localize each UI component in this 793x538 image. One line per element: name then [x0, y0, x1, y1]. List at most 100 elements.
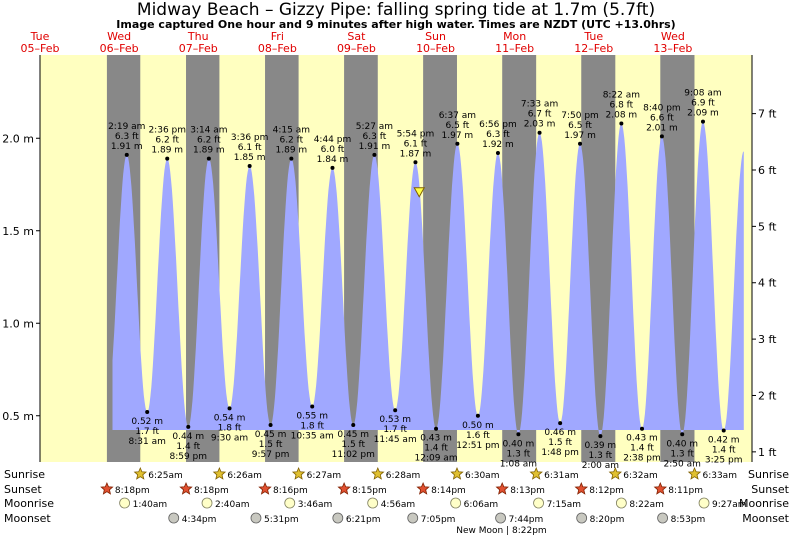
- moonrise-icon: [533, 497, 544, 509]
- low-tide-feet: 1.8 ft: [300, 422, 324, 432]
- sunrise-time: 6:25am: [148, 471, 183, 481]
- plot-area: 2:19 am6.3 ft1.91 m0.52 m1.7 ft8:31 am2:…: [39, 55, 753, 472]
- day-label-dow: Wed: [107, 30, 131, 43]
- y-tick-label-right: 2 ft: [758, 389, 777, 402]
- low-tide-point: [680, 432, 685, 437]
- low-tide-time: 2:38 pm: [623, 454, 661, 464]
- low-tide-time: 2:50 am: [664, 459, 701, 469]
- low-tide-time: 1:08 am: [500, 459, 537, 469]
- low-tide-feet: 1.3 ft: [670, 449, 694, 459]
- day-label-date: 05–Feb: [21, 42, 60, 55]
- moonset-time: 7:44pm: [509, 515, 544, 525]
- high-tide-point: [413, 160, 418, 165]
- moonrise-time: 8:22am: [629, 500, 664, 510]
- y-tick-label-left: 0.5 m: [2, 410, 34, 423]
- moonrise-time: 2:40am: [215, 500, 250, 510]
- high-tide-feet: 6.2 ft: [155, 136, 179, 146]
- low-tide-feet: 1.4 ft: [176, 442, 200, 452]
- sunset-time: 8:13pm: [510, 486, 545, 496]
- high-tide-meters: 1.85 m: [234, 153, 266, 163]
- tide-area: [112, 121, 744, 437]
- high-tide-time: 7:50 pm: [561, 111, 599, 121]
- low-tide-meters: 0.50 m: [462, 421, 494, 431]
- low-tide-time: 9:30 am: [211, 433, 248, 443]
- row-label-left: Sunset: [4, 483, 42, 496]
- high-tide-meters: 2.08 m: [606, 110, 638, 120]
- moonset-time: 4:34pm: [182, 515, 217, 525]
- chart-title: Midway Beach – Gizzy Pipe: falling sprin…: [137, 0, 655, 20]
- moonset-time: 8:53pm: [671, 515, 706, 525]
- sunrise-icon: [450, 466, 464, 480]
- low-tide-meters: 0.40 m: [666, 439, 698, 449]
- sunrise-icon: [608, 466, 622, 480]
- high-tide-meters: 1.92 m: [482, 140, 514, 150]
- y-tick-label-right: 6 ft: [758, 164, 777, 177]
- high-tide-meters: 1.91 m: [111, 142, 143, 152]
- row-label-right: Sunrise: [748, 468, 789, 481]
- sunset-icon: [574, 481, 589, 495]
- high-tide-time: 8:22 am: [603, 90, 640, 100]
- day-background: [40, 55, 752, 462]
- day-label-dow: Tue: [30, 30, 50, 43]
- row-label-left: Moonrise: [4, 497, 54, 510]
- low-tide-point: [516, 432, 521, 437]
- high-tide-feet: 6.3 ft: [115, 132, 139, 142]
- high-tide-meters: 1.91 m: [359, 142, 391, 152]
- moonrise-time: 9:27am: [712, 500, 747, 510]
- moonrise-icon: [284, 497, 296, 509]
- low-tide-time: 3:25 pm: [705, 456, 743, 466]
- row-label-left: Moonset: [4, 512, 51, 525]
- high-tide-meters: 1.89 m: [193, 146, 225, 156]
- high-tide-feet: 6.6 ft: [650, 113, 674, 123]
- low-tide-feet: 1.5 ft: [548, 438, 572, 448]
- high-tide-feet: 6.1 ft: [404, 139, 428, 149]
- new-moon-label: New Moon | 8:22pm: [456, 526, 546, 536]
- high-tide-point: [537, 130, 542, 135]
- high-tide-time: 6:37 am: [439, 111, 476, 121]
- sunset-time: 8:16pm: [273, 486, 308, 496]
- sunrise-time: 6:30am: [465, 471, 500, 481]
- high-tide-feet: 6.5 ft: [568, 121, 592, 131]
- y-tick-label-right: 4 ft: [758, 277, 777, 290]
- high-tide-time: 5:27 am: [356, 122, 393, 132]
- low-tide-meters: 0.55 m: [296, 412, 328, 422]
- high-tide-time: 6:56 pm: [479, 120, 517, 130]
- low-tide-feet: 1.7 ft: [383, 425, 407, 435]
- low-tide-time: 11:02 pm: [332, 450, 375, 460]
- high-tide-point: [659, 134, 664, 139]
- low-tide-meters: 0.44 m: [172, 432, 204, 442]
- moonrise-icon: [119, 497, 131, 509]
- high-tide-meters: 2.09 m: [687, 109, 719, 119]
- low-tide-meters: 0.43 m: [626, 434, 658, 444]
- low-tide-point: [598, 434, 603, 439]
- sunrise-icon: [212, 466, 227, 480]
- tide-labels: 2:19 am6.3 ft1.91 m0.52 m1.7 ft8:31 am2:…: [108, 89, 742, 472]
- low-tide-time: 10:35 am: [291, 432, 334, 442]
- high-tide-meters: 1.87 m: [400, 149, 432, 159]
- sunset-icon: [337, 481, 351, 495]
- high-tide-meters: 2.03 m: [524, 120, 556, 130]
- low-tide-feet: 1.6 ft: [466, 431, 490, 441]
- sunrise-icon: [291, 466, 306, 480]
- sunrise-icon: [133, 466, 148, 480]
- high-tide-meters: 1.89 m: [276, 146, 308, 156]
- y-tick-label-left: 1.0 m: [2, 317, 34, 330]
- low-tide-point: [186, 424, 191, 429]
- high-tide-time: 7:33 am: [521, 100, 558, 110]
- sunset-time: 8:18pm: [115, 486, 150, 496]
- low-tide-feet: 1.7 ft: [135, 427, 159, 437]
- day-label-date: 12–Feb: [574, 42, 613, 55]
- moonset-time: 5:31pm: [264, 515, 299, 525]
- high-tide-feet: 6.7 ft: [528, 110, 552, 120]
- high-tide-time: 2:36 pm: [148, 126, 186, 136]
- low-tide-time: 1:48 pm: [541, 448, 579, 458]
- high-tide-time: 3:36 pm: [231, 133, 269, 143]
- low-tide-point: [145, 410, 150, 415]
- high-tide-feet: 6.1 ft: [238, 143, 262, 153]
- high-tide-point: [455, 141, 460, 146]
- sunset-icon: [258, 481, 272, 495]
- moonrise-time: 3:46am: [298, 500, 333, 510]
- low-tide-feet: 1.4 ft: [424, 444, 448, 454]
- high-tide-feet: 6.8 ft: [610, 100, 634, 110]
